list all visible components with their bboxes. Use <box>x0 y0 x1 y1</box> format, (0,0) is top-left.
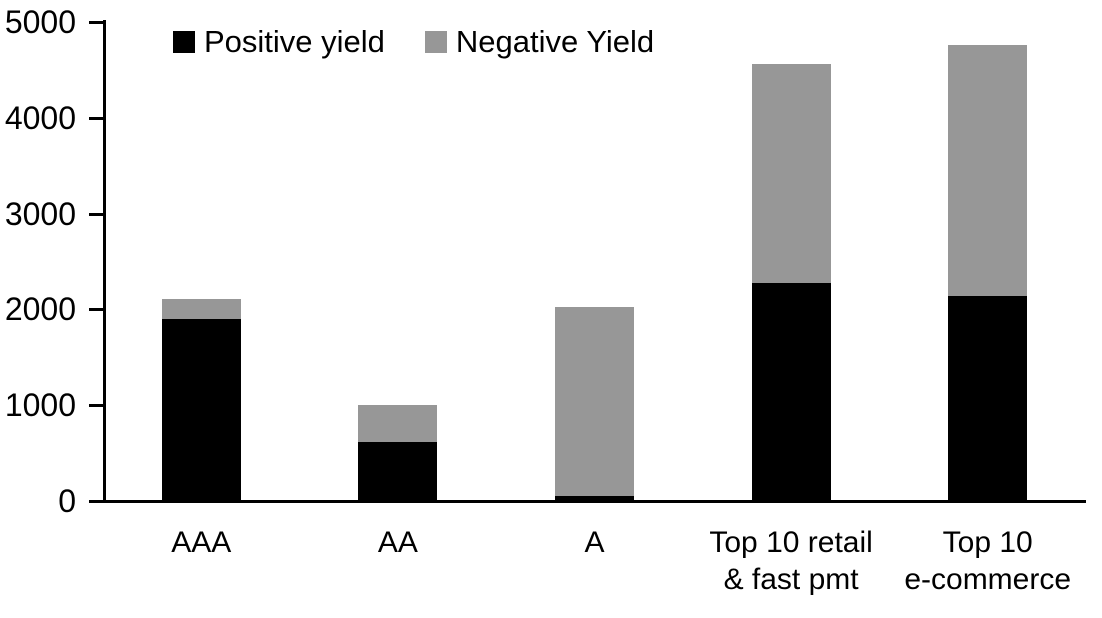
y-tick-mark-4000 <box>89 116 103 120</box>
bar-segment-positive-yield-a <box>555 496 634 501</box>
legend-item-positive-yield: Positive yield <box>173 26 385 57</box>
y-tick-mark-2000 <box>89 308 103 312</box>
negative-yield-swatch-icon <box>424 30 447 53</box>
x-axis-label-top-10-retail: Top 10 retail & fast pmt <box>709 526 873 596</box>
y-tick-label-3000: 3000 <box>4 195 76 232</box>
positive-yield-swatch-icon <box>173 30 195 53</box>
legend-item-negative-yield: Negative Yield <box>424 24 655 59</box>
bar-segment-negative-yield-aa <box>358 405 438 442</box>
x-axis-label-aa: AA <box>377 526 418 559</box>
legend-label-positive-yield: Positive yield <box>204 24 385 59</box>
y-tick-mark-0 <box>89 500 103 503</box>
bar-segment-negative-yield-top-10-retail <box>751 64 831 283</box>
chart-legend: Positive yield Negative Yield <box>173 26 654 57</box>
y-tick-mark-5000 <box>89 21 103 24</box>
bar-segment-positive-yield-aa <box>358 441 438 501</box>
y-tick-label-2000: 2000 <box>4 291 76 328</box>
y-tick-label-1000: 1000 <box>4 387 76 424</box>
x-axis-label-aaa: AAA <box>171 526 232 559</box>
legend-label-negative-yield: Negative Yield <box>455 24 655 59</box>
x-axis-line <box>103 500 1086 503</box>
bar-segment-negative-yield-top-10 <box>948 44 1028 296</box>
x-axis-label-top-10: Top 10 e-commerce <box>904 526 1072 596</box>
y-tick-label-5000: 5000 <box>4 4 76 40</box>
bar-segment-positive-yield-aaa <box>161 318 241 501</box>
bar-segment-positive-yield-top-10 <box>948 295 1028 501</box>
y-tick-label-4000: 4000 <box>4 99 76 136</box>
bar-segment-negative-yield-aaa <box>161 298 241 319</box>
bar-segment-negative-yield-a <box>555 306 634 497</box>
y-axis-line <box>103 20 106 503</box>
y-tick-mark-3000 <box>89 212 103 216</box>
bar-segment-positive-yield-top-10-retail <box>751 282 831 501</box>
y-tick-mark-1000 <box>89 404 103 408</box>
x-axis-label-a: A <box>584 526 605 559</box>
y-tick-label-0: 0 <box>58 483 76 519</box>
